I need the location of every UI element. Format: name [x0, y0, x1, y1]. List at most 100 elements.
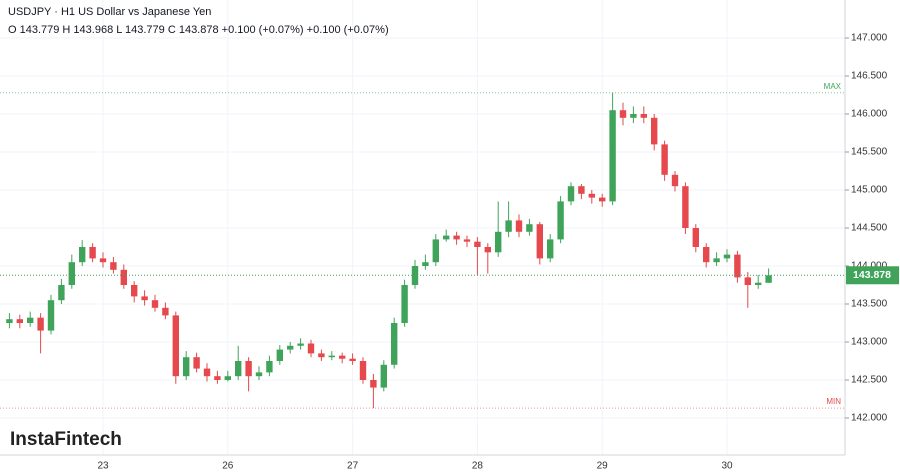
candle-body: [6, 319, 13, 323]
candle-body: [131, 284, 138, 297]
candle-body: [79, 246, 86, 263]
candle-body: [110, 262, 117, 270]
candle-body: [193, 357, 200, 369]
ohlc-legend: O 143.779 H 143.968 L 143.779 C 143.878 …: [8, 24, 389, 36]
candle-body: [297, 343, 304, 346]
candle-body: [588, 193, 595, 198]
candle-body: [505, 220, 512, 232]
candle-body: [640, 113, 647, 118]
y-tick-label: 142.500: [851, 375, 888, 386]
last-price-box: [846, 266, 899, 285]
candle-body: [276, 349, 283, 361]
candle-body: [339, 355, 346, 359]
candle-body: [328, 355, 335, 358]
candle-body: [422, 262, 429, 266]
y-tick-label: 145.500: [851, 147, 888, 158]
candle-body: [214, 376, 221, 380]
candle-body: [547, 239, 554, 259]
candle-body: [723, 254, 731, 259]
grid: [0, 0, 845, 455]
candle-body: [359, 360, 367, 380]
candle-body: [484, 246, 491, 253]
y-tick-label: 142.000: [851, 413, 888, 424]
candle-body: [120, 269, 127, 285]
candle-body: [432, 239, 439, 263]
candle-body: [567, 186, 575, 202]
last-price-label: 143.878: [853, 269, 891, 281]
candle-body: [609, 110, 616, 202]
plot: [6, 92, 772, 409]
y-tick-label: 143.000: [851, 337, 888, 348]
candle-body: [682, 186, 689, 228]
candle-body: [599, 197, 606, 202]
chart-title: USDJPY · H1 US Dollar vs Japanese Yen: [8, 6, 211, 18]
x-tick-label: 23: [97, 461, 109, 472]
y-tick-label: 144.000: [851, 261, 888, 272]
candle-body: [661, 144, 668, 175]
candle-body: [172, 315, 179, 377]
candle-body: [203, 368, 211, 377]
candle-body: [245, 360, 252, 377]
x-tick-label: 26: [222, 461, 234, 472]
candle-body: [318, 353, 325, 358]
candle-body: [162, 307, 169, 316]
x-tick-label: 28: [472, 461, 484, 472]
y-tick-label: 146.000: [851, 109, 888, 120]
candle-body: [744, 277, 751, 285]
candle-body: [68, 262, 75, 285]
candle-body: [349, 358, 356, 361]
watermark: InstaFintech: [10, 429, 122, 450]
candle-body: [266, 360, 273, 373]
max-label: MAX: [824, 82, 842, 91]
candle-body: [235, 360, 242, 377]
candle-body: [578, 186, 585, 194]
candle-body: [401, 284, 408, 323]
y-tick-label: 145.000: [851, 185, 888, 196]
candle-body: [692, 227, 699, 247]
candle-body: [474, 241, 481, 247]
y-tick-label: 146.500: [851, 71, 888, 82]
candle-body: [526, 224, 533, 232]
candle-body: [671, 174, 679, 187]
candle-body: [183, 357, 190, 377]
candle-body: [765, 275, 772, 283]
candle-body: [734, 254, 741, 278]
candle-body: [703, 246, 710, 263]
y-tick-label: 144.500: [851, 223, 888, 234]
candle-body: [713, 258, 720, 263]
y-tick-label: 147.000: [851, 33, 888, 44]
x-tick-label: 30: [721, 461, 733, 472]
candle-body: [495, 231, 502, 253]
x-tick-label: 29: [597, 461, 609, 472]
candle-body: [16, 319, 23, 323]
candle-body: [307, 343, 315, 354]
candle-body: [141, 296, 148, 301]
candle-body: [536, 224, 543, 259]
candle-body: [370, 379, 377, 388]
candle-body: [651, 117, 658, 145]
candle-body: [58, 284, 65, 301]
candle-body: [515, 220, 523, 232]
candle-body: [151, 300, 159, 308]
y-tick-label: 143.500: [851, 299, 888, 310]
candle-body: [557, 201, 564, 240]
candle-body: [463, 239, 471, 242]
min-label: MIN: [826, 397, 841, 406]
x-tick-label: 27: [347, 461, 359, 472]
candle-body: [619, 110, 627, 118]
candle-body: [99, 258, 107, 263]
candle-body: [224, 376, 231, 380]
candle-body: [287, 345, 294, 350]
candle-body: [37, 317, 44, 331]
candle-body: [443, 235, 450, 240]
candle-body: [391, 322, 398, 365]
candle-body: [89, 246, 96, 259]
candle-body: [630, 113, 637, 118]
candle-body: [380, 364, 387, 388]
candle-body: [47, 300, 55, 331]
candle-body: [27, 317, 34, 323]
candle-body: [453, 235, 460, 240]
candle-body: [755, 282, 762, 285]
candle-body: [255, 372, 263, 377]
